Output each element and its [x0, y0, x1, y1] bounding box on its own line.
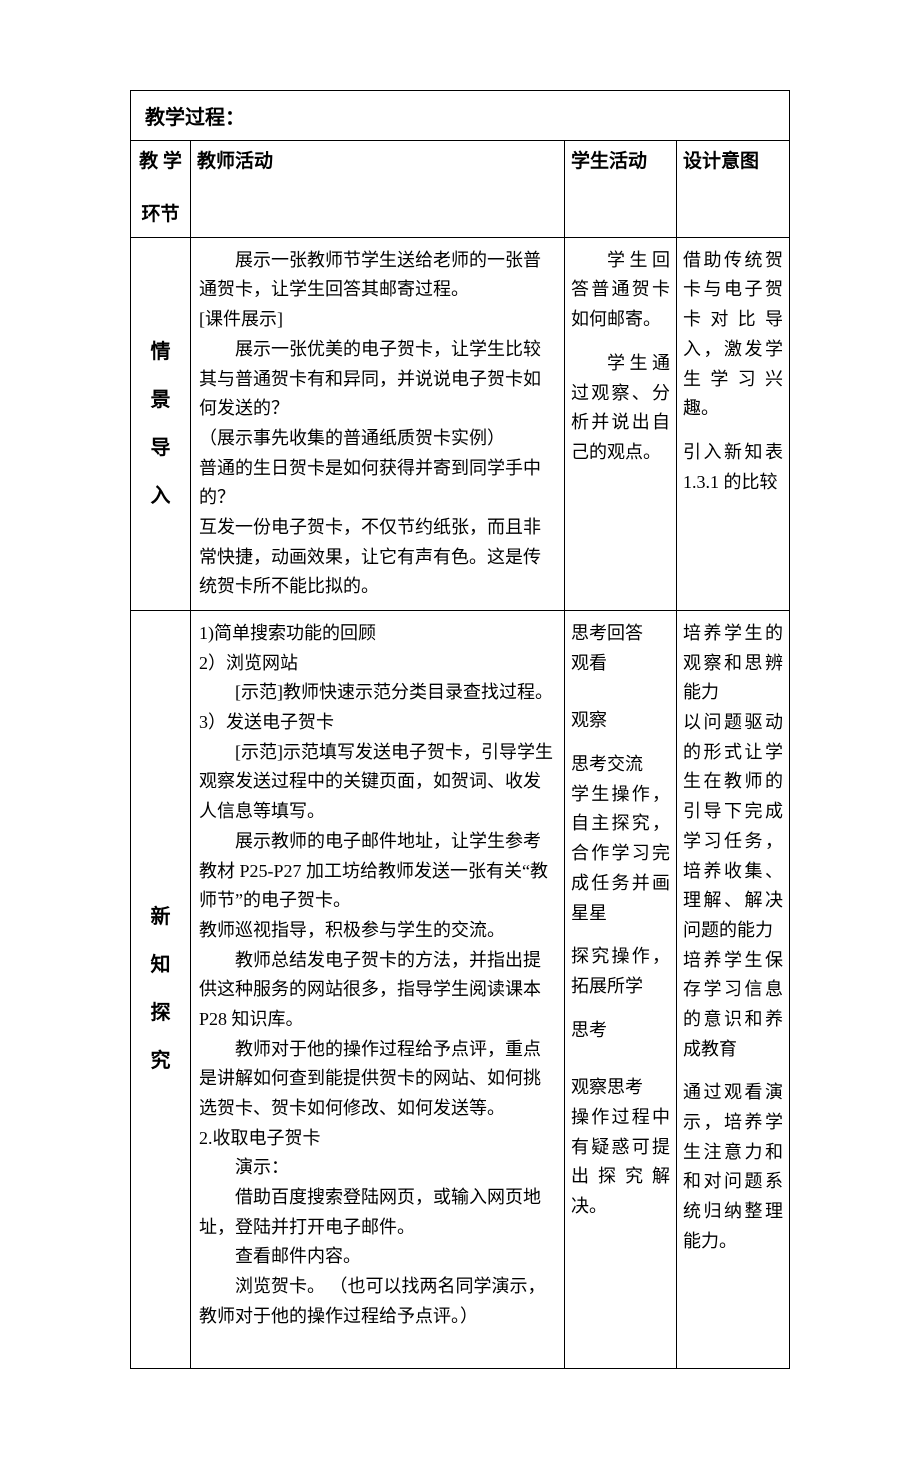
text: 展示一张教师节学生送给老师的一张普通贺卡，让学生回答其邮寄过程。: [199, 246, 556, 305]
stage-char: 新: [151, 907, 171, 927]
text: 2）浏览网站: [199, 649, 556, 679]
stage-char: 探: [151, 1003, 171, 1023]
teacher-newknow: 1)简单搜索功能的回顾 2）浏览网站 [示范]教师快速示范分类目录查找过程。 3…: [191, 611, 565, 1368]
table-title: 教学过程：: [131, 91, 789, 141]
text: 引入新知表1.3.1 的比较: [683, 438, 783, 497]
stage-char: 知: [151, 955, 171, 975]
text: 借助传统贺卡与电子贺卡对比导入，激发学生学习兴趣。: [683, 246, 783, 424]
text: 教师总结发电子贺卡的方法，并指出提供这种服务的网站很多，指导学生阅读课本P28 …: [199, 946, 556, 1035]
text: 借助百度搜索登陆网页，或输入网页地址，登陆并打开电子邮件。: [199, 1183, 556, 1242]
text: [示范]教师快速示范分类目录查找过程。: [199, 678, 556, 708]
text: 3）发送电子贺卡: [199, 708, 556, 738]
design-intro: 借助传统贺卡与电子贺卡对比导入，激发学生学习兴趣。 引入新知表1.3.1 的比较: [677, 238, 789, 610]
text: 通过观看演示，培养学生注意力和和对问题系统归纳整理能力。: [683, 1078, 783, 1256]
header-stage: 教 学 环节: [131, 141, 191, 237]
text: 思考交流: [571, 750, 670, 780]
text: 培养学生保存学习信息的意识和养成教育: [683, 946, 783, 1065]
teacher-intro: 展示一张教师节学生送给老师的一张普通贺卡，让学生回答其邮寄过程。 [课件展示] …: [191, 238, 565, 610]
stage-char: 景: [151, 390, 171, 410]
student-intro: 学生回答普通贺卡如何邮寄。 学生通过观察、分析并说出自己的观点。: [565, 238, 677, 610]
text: 1)简单搜索功能的回顾: [199, 619, 556, 649]
text: 普通的生日贺卡是如何获得并寄到同学手中的？: [199, 454, 556, 513]
document-page: 教学过程： 教 学 环节 教师活动 学生活动 设计意图 情 景 导 入 展示一张…: [0, 0, 920, 1479]
text: 查看邮件内容。: [199, 1242, 556, 1272]
stage-newknow: 新 知 探 究: [131, 611, 191, 1368]
text: 学生回答普通贺卡如何邮寄。: [571, 246, 670, 335]
student-newknow: 思考回答 观看 观察 思考交流 学生操作，自主探究，合作学习完成任务并画星星 探…: [565, 611, 677, 1368]
row-intro: 情 景 导 入 展示一张教师节学生送给老师的一张普通贺卡，让学生回答其邮寄过程。…: [131, 238, 789, 611]
header-design: 设计意图: [677, 141, 789, 237]
text: 操作过程中有疑惑可提出探究解决。: [571, 1103, 670, 1222]
design-newknow: 培养学生的观察和思辨能力 以问题驱动的形式让学生在教师的引导下完成学习任务，培养…: [677, 611, 789, 1368]
text: 培养学生的观察和思辨能力: [683, 619, 783, 708]
text: 观察思考: [571, 1073, 670, 1103]
text: 2.收取电子贺卡: [199, 1124, 556, 1154]
text: 演示：: [199, 1153, 556, 1183]
header-stage-l2: 环节: [141, 202, 179, 229]
text: 学生通过观察、分析并说出自己的观点。: [571, 349, 670, 468]
lesson-table: 教学过程： 教 学 环节 教师活动 学生活动 设计意图 情 景 导 入 展示一张…: [130, 90, 790, 1369]
stage-intro: 情 景 导 入: [131, 238, 191, 610]
stage-char: 究: [151, 1051, 171, 1071]
header-stage-l1: 教 学: [139, 149, 182, 176]
text: 以问题驱动的形式让学生在教师的引导下完成学习任务，培养收集、理解、解决问题的能力: [683, 708, 783, 946]
text: 观察: [571, 706, 670, 736]
text: （展示事先收集的普通纸质贺卡实例）: [199, 424, 556, 454]
text: [课件展示]: [199, 305, 556, 335]
text: 观看: [571, 649, 670, 679]
text: 思考回答: [571, 619, 670, 649]
text: 展示一张优美的电子贺卡，让学生比较其与普通贺卡有和异同，并说说电子贺卡如何发送的…: [199, 335, 556, 424]
header-student: 学生活动: [565, 141, 677, 237]
stage-char: 情: [151, 342, 171, 362]
text: 思考: [571, 1016, 670, 1046]
text: [示范]示范填写发送电子贺卡，引导学生观察发送过程中的关键页面，如贺词、收发人信…: [199, 738, 556, 827]
stage-char: 入: [151, 486, 171, 506]
text: 展示教师的电子邮件地址，让学生参考教材 P25-P27 加工坊给教师发送一张有关…: [199, 827, 556, 916]
stage-char: 导: [151, 438, 171, 458]
header-teacher: 教师活动: [191, 141, 565, 237]
text: 学生操作，自主探究，合作学习完成任务并画星星: [571, 780, 670, 928]
table-header-row: 教 学 环节 教师活动 学生活动 设计意图: [131, 141, 789, 238]
text: 互发一份电子贺卡，不仅节约纸张，而且非常快捷，动画效果，让它有声有色。这是传统贺…: [199, 513, 556, 602]
text: 教师巡视指导，积极参与学生的交流。: [199, 916, 556, 946]
text: 探究操作，拓展所学: [571, 942, 670, 1001]
text: 教师对于他的操作过程给予点评，重点是讲解如何查到能提供贺卡的网站、如何挑选贺卡、…: [199, 1035, 556, 1124]
row-newknow: 新 知 探 究 1)简单搜索功能的回顾 2）浏览网站 [示范]教师快速示范分类目…: [131, 611, 789, 1369]
